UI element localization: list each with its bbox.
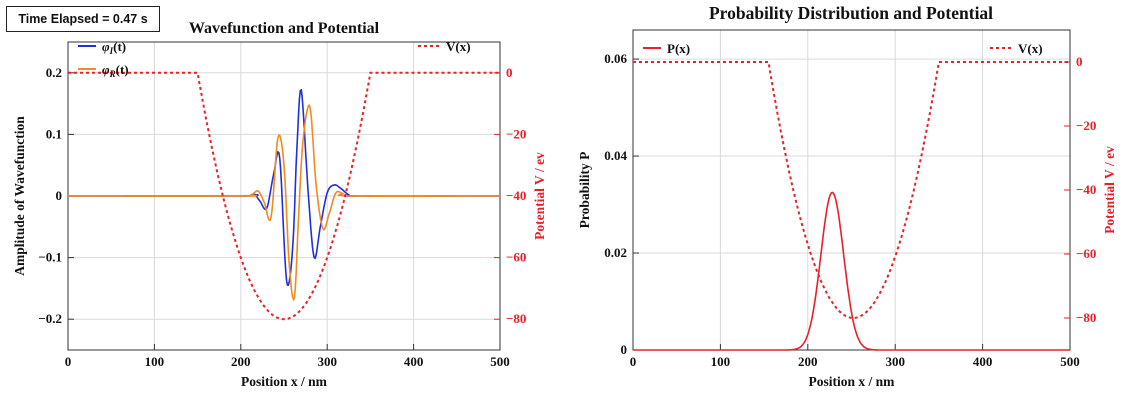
chart1-legend-label: V(x) <box>446 39 471 54</box>
chart1-series-line <box>68 71 500 321</box>
chart2-x-axis-label: Position x / nm <box>809 374 896 389</box>
chart1-x-tick-label: 300 <box>317 354 337 369</box>
chart1-legend-label: φR(t) <box>102 62 129 79</box>
chart2-title: Probability Distribution and Potential <box>709 3 993 23</box>
chart1-y-tick-label: −0.2 <box>38 311 62 326</box>
chart1-y2-axis-label: Potential V / ev <box>532 152 547 240</box>
chart2-plot-frame <box>632 29 1071 351</box>
chart2-x-tick-label: 400 <box>973 354 993 369</box>
chart2-legend-label: V(x) <box>1018 41 1043 56</box>
chart1-series-line <box>68 103 500 302</box>
chart1-y-tick-label: 0.2 <box>46 65 62 80</box>
chart1-y-tick-label: 0 <box>56 188 63 203</box>
chart1-y2-tick-label: −40 <box>506 188 526 203</box>
chart1-title: Wavefunction and Potential <box>189 20 380 37</box>
chart2-x-tick-label: 100 <box>711 354 731 369</box>
chart1-series-line <box>68 88 500 286</box>
chart2-y-tick-label: 0.06 <box>604 51 627 66</box>
time-elapsed-label: Time Elapsed = 0.47 s <box>6 6 160 32</box>
chart2-y2-tick-label: −20 <box>1076 118 1096 133</box>
chart1-x-tick-label: 200 <box>231 354 251 369</box>
chart2-x-tick-label: 500 <box>1060 354 1080 369</box>
chart1-y-tick-label: −0.1 <box>38 250 62 265</box>
chart2-y2-tick-label: −40 <box>1076 182 1096 197</box>
chart1-legend-label: φI(t) <box>102 39 126 56</box>
chart1-x-tick-label: 100 <box>145 354 165 369</box>
chart2-x-tick-label: 0 <box>630 354 637 369</box>
chart1-y2-tick-label: 0 <box>506 65 513 80</box>
chart2-y-tick-label: 0.04 <box>604 148 627 163</box>
chart2-x-tick-label: 300 <box>885 354 905 369</box>
chart1-y-tick-label: 0.1 <box>46 126 62 141</box>
chart2-y-tick-label: 0 <box>621 342 628 357</box>
chart1-y2-tick-label: −20 <box>506 126 526 141</box>
chart2-y2-axis-label: Potential V / ev <box>1102 146 1117 234</box>
chart2-y2-tick-label: 0 <box>1076 54 1083 69</box>
chart2-y2-tick-label: −60 <box>1076 246 1096 261</box>
chart2-x-tick-label: 200 <box>798 354 818 369</box>
chart1-x-axis-label: Position x / nm <box>241 374 328 389</box>
chart2-series-line <box>633 191 1070 351</box>
chart2-legend-label: P(x) <box>667 41 690 56</box>
chart2-y-axis-label: Probability P <box>577 152 592 229</box>
chart1-x-tick-label: 500 <box>490 354 510 369</box>
chart2-y-tick-label: 0.02 <box>604 245 627 260</box>
chart1-y2-tick-label: −60 <box>506 250 526 265</box>
chart1-y2-tick-label: −80 <box>506 311 526 326</box>
chart1-x-tick-label: 0 <box>65 354 72 369</box>
chart2-y2-tick-label: −80 <box>1076 310 1096 325</box>
chart2-series-line <box>633 61 1070 319</box>
chart1-x-tick-label: 400 <box>404 354 424 369</box>
chart1-y-axis-label: Amplitude of Wavefunction <box>12 116 27 276</box>
